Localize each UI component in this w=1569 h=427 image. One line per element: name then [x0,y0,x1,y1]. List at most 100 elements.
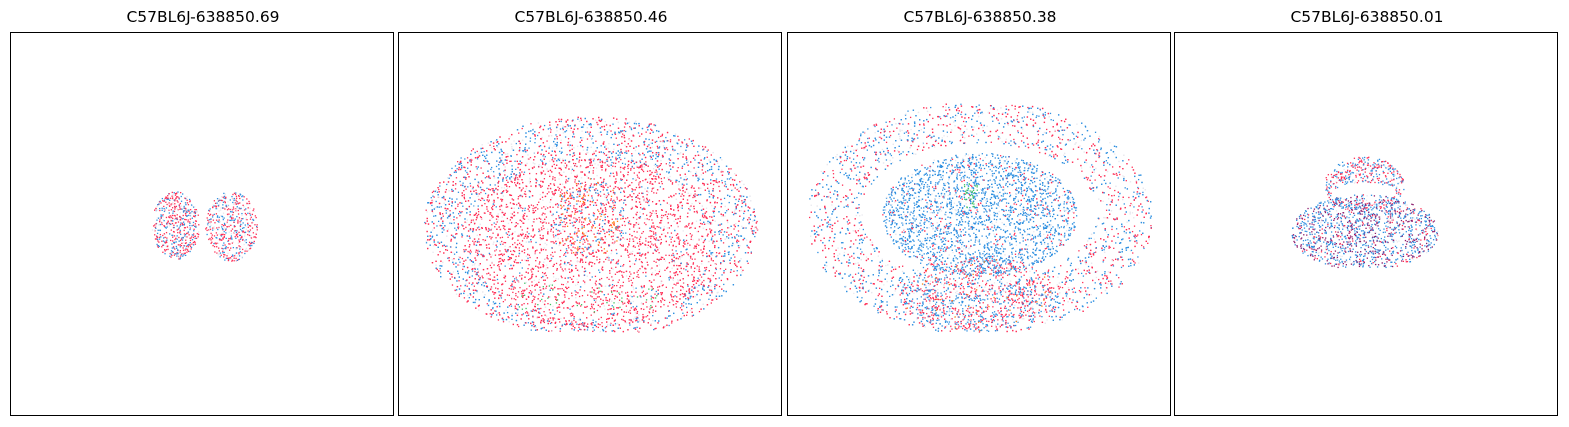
scatter-point [739,215,741,217]
scatter-point [461,194,463,197]
scatter-point [159,233,162,236]
scatter-point [602,330,605,332]
scatter-point [231,216,234,218]
scatter-point [459,163,461,165]
scatter-point [661,133,664,135]
scatter-point [164,253,166,255]
scatter-point [710,264,712,266]
scatter-point [540,138,543,140]
scatter-point [220,239,222,241]
scatter-point [561,325,563,327]
scatter-point [729,262,731,264]
scatter-point [159,221,161,223]
scatter-point [739,245,741,247]
scatter-point [239,218,241,221]
scatter-point [176,251,178,254]
scatter-point [238,241,241,243]
scatter-point [230,247,232,249]
scatter-point [236,233,239,235]
scatter-point [555,144,558,146]
scatter-point [180,255,182,257]
scatter-point [469,228,472,231]
scatter-point [431,204,433,207]
scatter-point [624,163,627,165]
scatter-point [738,246,740,249]
scatter-point [695,174,698,177]
scatter-point [545,162,547,165]
scatter-point [753,219,756,222]
scatter-point [726,278,729,280]
scatter-point [511,148,513,150]
scatter-point [469,197,471,199]
scatter-point [493,189,495,192]
scatter-point [182,247,184,249]
scatter-point [437,196,439,198]
scatter-point [593,324,596,326]
scatter-point [710,193,712,196]
scatter-point [668,310,670,312]
scatter-point [211,241,213,243]
scatter-point [548,330,550,332]
scatter-point [427,239,429,241]
scatter-point [463,292,465,295]
scatter-point [151,229,154,231]
scatter-point [465,283,467,285]
scatter-point [166,226,168,228]
scatter-point [665,136,667,139]
scatter-point [185,197,187,200]
scatter-point [726,194,729,197]
scatter-point [453,258,455,260]
scatter-point [237,219,239,221]
scatter-point [436,206,438,208]
scatter-point [672,166,674,168]
scatter-point [158,203,160,205]
scatter-point [688,303,690,305]
scatter-point [707,223,710,225]
scatter-point [740,196,743,198]
scatter-point [232,214,234,216]
scatter-point [232,206,235,208]
scatter-point [235,248,237,250]
scatter-point [174,217,176,220]
scatter-point [469,170,471,173]
scatter-point [233,225,236,227]
scatter-point [730,168,732,170]
scatter-point [481,284,483,286]
scatter-point [681,187,684,189]
scatter-point [718,165,720,168]
scatter-point [559,134,561,136]
scatter-point [677,153,679,155]
scatter-point [192,221,195,224]
scatter-point [656,145,659,148]
scatter-point [665,163,667,165]
scatter-point [586,329,589,331]
scatter-point [635,318,637,320]
scatter-point [716,292,719,294]
scatter-point [672,148,674,150]
scatter-point [248,200,250,203]
scatter-point [173,199,175,201]
scatter-point [659,140,661,142]
scatter-point [518,149,521,151]
scatter-point [666,171,668,173]
scatter-point [508,305,511,307]
scatter-point [424,222,427,225]
scatter-point [567,125,570,127]
scatter-point [534,325,536,327]
scatter-point [454,277,456,279]
scatter-point [166,225,169,227]
scatter-point [220,254,222,256]
scatter-point [723,260,725,262]
scatter-point [666,324,668,326]
scatter-point [224,244,226,246]
scatter-point [511,165,513,167]
scatter-point [483,296,485,298]
panel-1-svg [151,191,258,262]
scatter-point [430,202,432,204]
scatter-point [179,229,181,232]
scatter-point [235,197,238,199]
scatter-point [633,127,635,129]
scatter-point [600,134,603,136]
scatter-point [247,203,250,205]
scatter-point [440,206,442,208]
